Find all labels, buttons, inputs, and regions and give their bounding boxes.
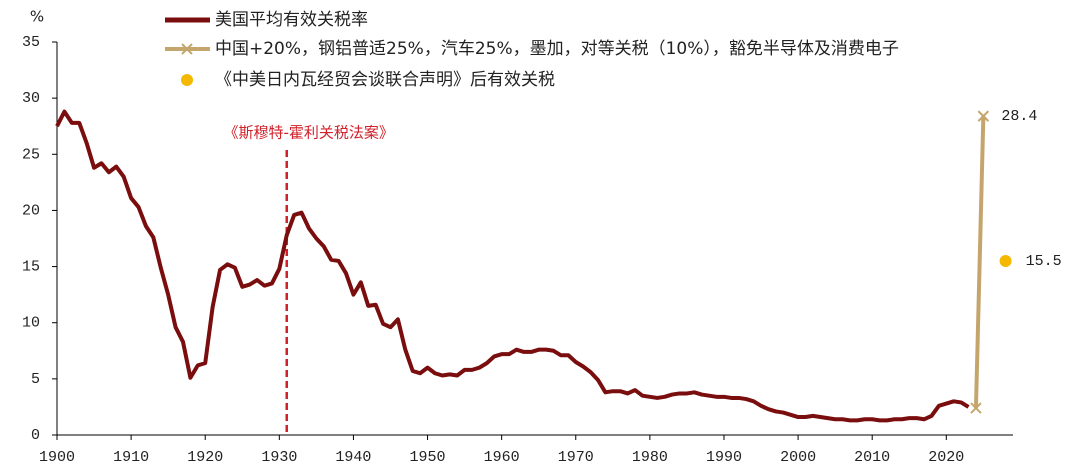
x-tick-label: 2000 [780, 449, 816, 466]
legend-swatch [181, 74, 193, 86]
legend-label: 美国平均有效关税率 [215, 10, 368, 30]
x-tick-label: 2010 [854, 449, 890, 466]
legend-label: 中国+20%，钢铝普适25%，汽车25%，墨加，对等关税（10%），豁免半导体及… [215, 39, 899, 59]
x-tick-label: 1980 [632, 449, 668, 466]
y-tick-label: 10 [22, 315, 40, 332]
data-dot [999, 254, 1012, 267]
x-tick-label: 1910 [113, 449, 149, 466]
y-tick-label: 0 [31, 427, 40, 444]
series-line [973, 116, 986, 409]
y-tick-label: 25 [22, 146, 40, 163]
y-axis-label: % [30, 8, 44, 26]
x-tick-label: 1950 [410, 449, 446, 466]
y-tick-label: 5 [31, 371, 40, 388]
x-tick-label: 2020 [928, 449, 964, 466]
legend-label: 《中美日内瓦经贸会谈联合声明》后有效关税 [215, 70, 555, 90]
x-marker [970, 402, 982, 414]
x-tick-label: 1940 [335, 449, 371, 466]
y-tick-label: 15 [22, 259, 40, 276]
y-tick-label: 30 [22, 90, 40, 107]
x-tick-label: 1930 [261, 449, 297, 466]
data-label: 28.4 [1001, 108, 1037, 125]
x-tick-label: 1990 [706, 449, 742, 466]
legend-marker [181, 43, 193, 55]
series-line [55, 109, 970, 423]
y-tick-label: 20 [22, 202, 40, 219]
x-tick-label: 1970 [558, 449, 594, 466]
annotation-text: 《斯穆特-霍利关税法案》 [224, 124, 394, 142]
x-tick-label: 1960 [484, 449, 520, 466]
x-marker [977, 110, 990, 122]
x-tick-label: 1920 [187, 449, 223, 466]
data-label: 15.5 [1026, 253, 1062, 270]
y-tick-label: 35 [22, 34, 40, 51]
x-tick-label: 1900 [39, 449, 75, 466]
